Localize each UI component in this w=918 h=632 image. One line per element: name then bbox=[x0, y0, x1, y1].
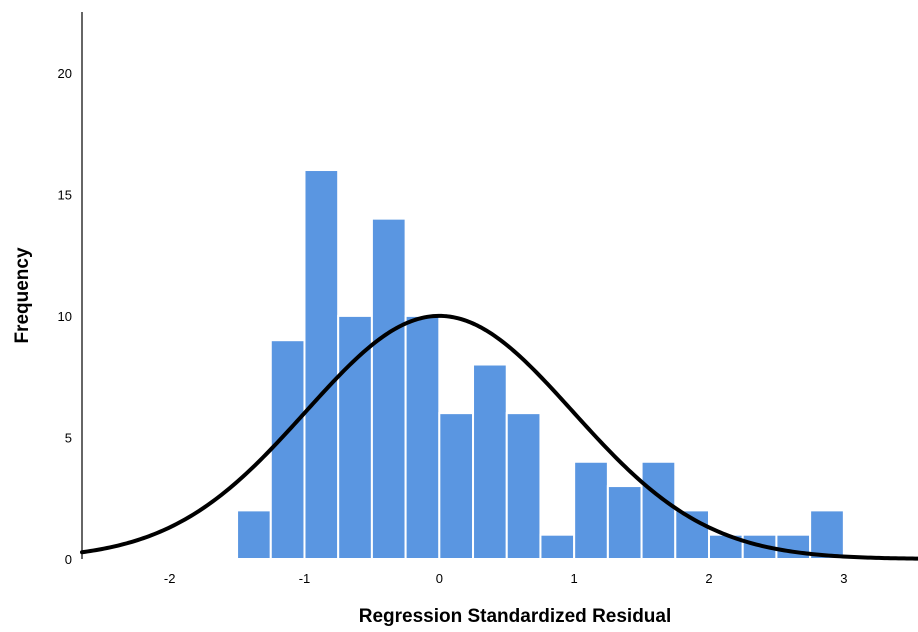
y-tick-label: 10 bbox=[58, 309, 72, 324]
histogram-bar bbox=[775, 533, 812, 561]
histogram-bar bbox=[505, 412, 542, 560]
x-tick-label: -2 bbox=[164, 571, 176, 586]
x-tick-label: 3 bbox=[840, 571, 847, 586]
histogram-bar bbox=[303, 169, 340, 560]
histogram-bar bbox=[404, 314, 441, 560]
y-axis-title: Frequency bbox=[12, 247, 33, 344]
histogram-bar bbox=[606, 485, 643, 561]
histogram-bar bbox=[236, 509, 272, 560]
x-tick-label: 2 bbox=[705, 571, 712, 586]
histogram-bar bbox=[573, 460, 609, 560]
histogram-bar bbox=[472, 363, 508, 560]
histogram-bar bbox=[640, 460, 677, 560]
bars-layer bbox=[236, 169, 845, 561]
histogram-bar bbox=[370, 217, 407, 560]
x-tick-label: -1 bbox=[299, 571, 311, 586]
x-tick-label: 0 bbox=[436, 571, 443, 586]
y-tick-label: 5 bbox=[65, 430, 72, 445]
histogram-bar bbox=[809, 509, 845, 560]
normal-curve bbox=[80, 313, 918, 561]
histogram-bar bbox=[438, 412, 475, 560]
histogram-bar bbox=[337, 314, 373, 560]
x-tick-labels: -2 -1 0 1 2 3 bbox=[164, 571, 848, 586]
y-tick-label: 20 bbox=[58, 66, 72, 81]
y-tick-label: 15 bbox=[58, 187, 72, 202]
y-tick-label: 0 bbox=[65, 552, 72, 567]
histogram-bar bbox=[539, 533, 576, 561]
histogram-bar bbox=[269, 339, 306, 561]
x-axis-title: Regression Standardized Residual bbox=[359, 606, 672, 627]
y-tick-labels: 0 5 10 15 20 bbox=[58, 66, 72, 567]
x-tick-label: 1 bbox=[571, 571, 578, 586]
